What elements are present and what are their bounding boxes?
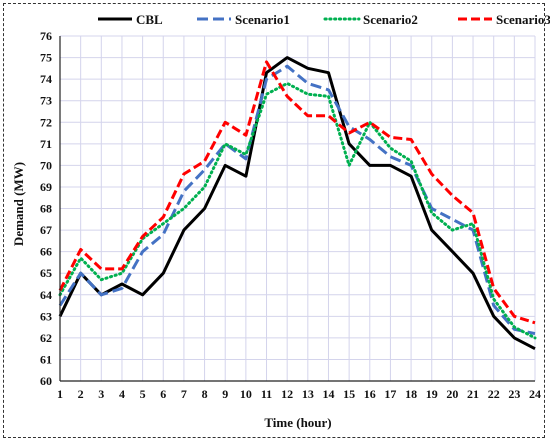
- y-tick-label: 71: [40, 137, 52, 151]
- legend-label: Scenario3: [496, 12, 550, 27]
- x-tick-label: 15: [343, 387, 355, 401]
- y-tick-label: 63: [40, 309, 52, 323]
- x-tick-label: 8: [202, 387, 208, 401]
- series-line-cbl: [58, 56, 536, 351]
- y-tick-label: 74: [40, 72, 52, 86]
- x-tick-label: 6: [160, 387, 166, 401]
- x-tick-label: 2: [78, 387, 84, 401]
- x-tick-label: 23: [508, 387, 520, 401]
- y-tick-label: 65: [40, 266, 52, 280]
- y-tick-label: 75: [40, 51, 52, 65]
- y-tick-label: 70: [40, 158, 52, 172]
- x-tick-label: 21: [467, 387, 479, 401]
- y-tick-label: 66: [40, 245, 52, 259]
- y-tick-label: 72: [40, 115, 52, 129]
- y-tick-label: 68: [40, 202, 52, 216]
- x-tick-label: 4: [119, 387, 125, 401]
- y-axis-title: Demand (MW): [11, 162, 26, 246]
- legend-item-scenario3: Scenario3: [458, 12, 550, 27]
- x-tick-label: 1: [57, 387, 63, 401]
- y-tick-label: 60: [40, 374, 52, 388]
- y-tick-label: 69: [40, 180, 52, 194]
- legend-label: CBL: [136, 12, 163, 27]
- legend: CBL Scenario1 Scenario2 Scenario3: [98, 12, 550, 27]
- legend-item-scenario2: Scenario2: [323, 12, 418, 27]
- y-tick-label: 61: [40, 352, 52, 366]
- x-tick-label: 14: [322, 387, 334, 401]
- legend-item-scenario1: Scenario1: [197, 12, 290, 27]
- x-tick-label: 3: [98, 387, 104, 401]
- x-tick-label: 17: [384, 387, 396, 401]
- y-tick-label: 67: [40, 223, 52, 237]
- y-tick-label: 64: [40, 288, 52, 302]
- x-tick-label: 9: [222, 387, 228, 401]
- legend-label: Scenario1: [235, 12, 290, 27]
- x-tick-label: 18: [405, 387, 417, 401]
- series-line-scenario1: [58, 64, 536, 336]
- series-line-scenario2: [58, 81, 537, 340]
- x-tick-label: 24: [529, 387, 541, 401]
- x-tick-label: 20: [446, 387, 458, 401]
- x-tick-label: 11: [261, 387, 272, 401]
- x-tick-label: 7: [181, 387, 187, 401]
- series-lines: [58, 56, 537, 351]
- x-tick-label: 13: [302, 387, 314, 401]
- series-line-scenario3: [58, 60, 536, 325]
- x-tick-label: 10: [240, 387, 252, 401]
- x-tick-label: 19: [426, 387, 438, 401]
- y-tick-label: 62: [40, 331, 52, 345]
- x-tick-label: 22: [488, 387, 500, 401]
- y-tick-label: 73: [40, 94, 52, 108]
- x-tick-label: 16: [364, 387, 376, 401]
- y-tick-label: 76: [40, 29, 52, 43]
- legend-label: Scenario2: [363, 12, 418, 27]
- x-tick-label: 12: [281, 387, 293, 401]
- x-tick-label: 5: [140, 387, 146, 401]
- legend-item-cbl: CBL: [98, 12, 163, 27]
- axes: 1 2 3 4 5 6 7 8 9 10 11 12 13 14 15 16 17 18 19 20 21 22 23 246…: [40, 29, 541, 401]
- x-axis-title: Time (hour): [264, 415, 331, 430]
